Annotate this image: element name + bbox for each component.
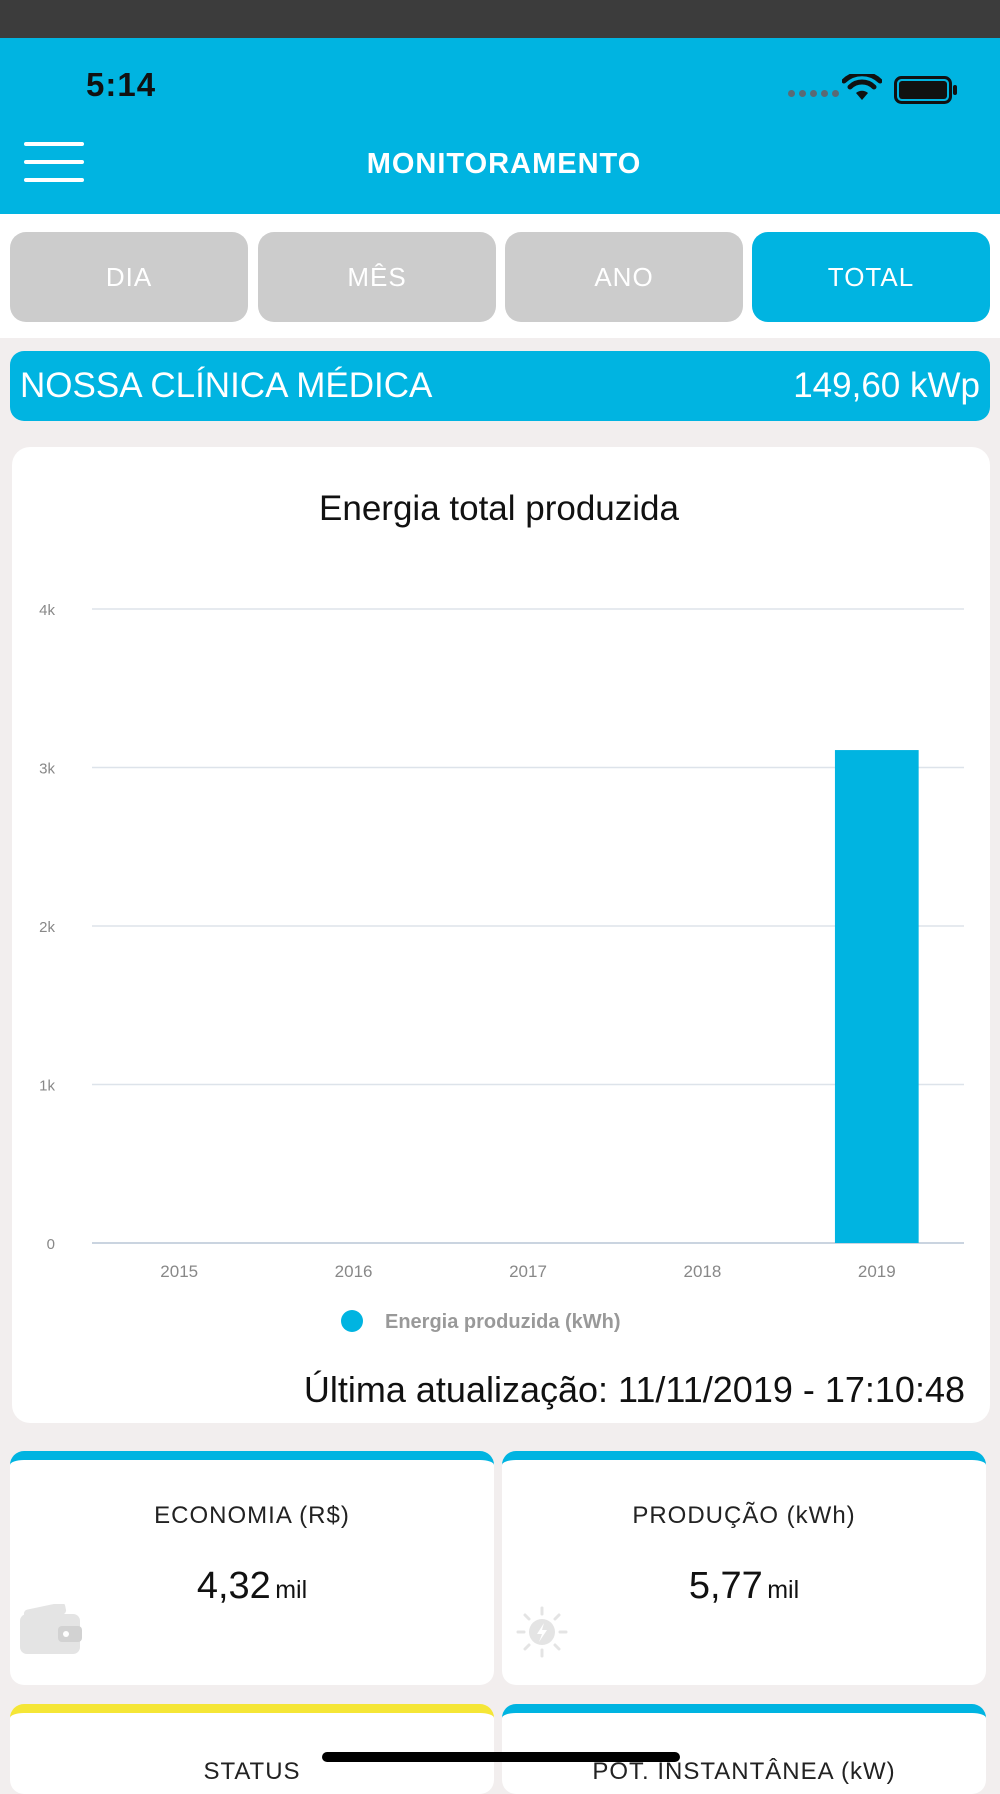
economia-card[interactable]: ECONOMIA (R$) 4,32 mil bbox=[10, 1451, 494, 1685]
app-header: 5:14 MONITORAMENTO bbox=[0, 38, 1000, 214]
energy-bar-chart: Energia total produzida 0 1k 2k 3k 4k 2015 2016… bbox=[39, 489, 964, 1333]
status-label: STATUS bbox=[203, 1758, 301, 1785]
x-tick-label: 2018 bbox=[683, 1262, 721, 1281]
y-tick-label: 1k bbox=[39, 1078, 55, 1095]
chart-title: Energia total produzida bbox=[319, 489, 679, 528]
producao-card[interactable]: PRODUÇÃO (kWh) 5,77 mil bbox=[502, 1451, 986, 1685]
economia-value: 4,32 mil bbox=[10, 1565, 494, 1608]
bar-2019 bbox=[834, 750, 919, 1243]
status-card[interactable]: STATUS bbox=[10, 1704, 494, 1794]
status-time: 5:14 bbox=[86, 66, 157, 103]
x-tick-label: 2015 bbox=[160, 1262, 198, 1281]
producao-unit: mil bbox=[767, 1576, 800, 1604]
producao-label: PRODUÇÃO (kWh) bbox=[632, 1502, 856, 1529]
x-tick-label: 2016 bbox=[335, 1262, 373, 1281]
battery-icon bbox=[894, 76, 957, 104]
energy-chart-card: Energia total produzida 0 1k 2k 3k 4k 2015 2016… bbox=[12, 447, 990, 1423]
cellular-signal-icon bbox=[788, 90, 839, 97]
potencia-card[interactable]: POT. INSTANTÂNEA (kW) bbox=[502, 1704, 986, 1794]
tab-dia[interactable]: DIA bbox=[10, 232, 248, 322]
plant-selector[interactable]: NOSSA CLÍNICA MÉDICA 149,60 kWp bbox=[10, 351, 990, 421]
potencia-label: POT. INSTANTÂNEA (kW) bbox=[592, 1758, 896, 1785]
legend-label: Energia produzida (kWh) bbox=[385, 1311, 621, 1333]
y-tick-label: 3k bbox=[39, 761, 55, 778]
home-indicator[interactable] bbox=[322, 1752, 680, 1762]
x-tick-label: 2019 bbox=[858, 1262, 896, 1281]
producao-value: 5,77 mil bbox=[502, 1565, 986, 1608]
page-title: MONITORAMENTO bbox=[366, 148, 642, 180]
economia-unit: mil bbox=[275, 1576, 308, 1604]
y-tick-label: 0 bbox=[47, 1236, 55, 1253]
x-tick-label: 2017 bbox=[509, 1262, 547, 1281]
device-top-bezel bbox=[0, 0, 1000, 38]
y-tick-label: 4k bbox=[39, 602, 55, 619]
tab-mes[interactable]: MÊS bbox=[258, 232, 496, 322]
wallet-icon bbox=[20, 1604, 82, 1654]
wifi-icon bbox=[842, 74, 882, 100]
tab-total[interactable]: TOTAL bbox=[752, 232, 990, 322]
plant-name: NOSSA CLÍNICA MÉDICA bbox=[20, 366, 433, 405]
solar-energy-icon bbox=[516, 1606, 568, 1658]
y-tick-label: 2k bbox=[39, 919, 55, 936]
hamburger-menu-icon[interactable] bbox=[24, 140, 84, 184]
legend-marker bbox=[341, 1310, 363, 1332]
tab-ano[interactable]: ANO bbox=[505, 232, 743, 322]
last-update-text: Última atualização: 11/11/2019 - 17:10:4… bbox=[303, 1369, 965, 1410]
producao-number: 5,77 bbox=[688, 1565, 763, 1607]
economia-label: ECONOMIA (R$) bbox=[154, 1502, 350, 1529]
economia-number: 4,32 bbox=[196, 1565, 271, 1607]
plant-capacity: 149,60 kWp bbox=[793, 366, 980, 405]
